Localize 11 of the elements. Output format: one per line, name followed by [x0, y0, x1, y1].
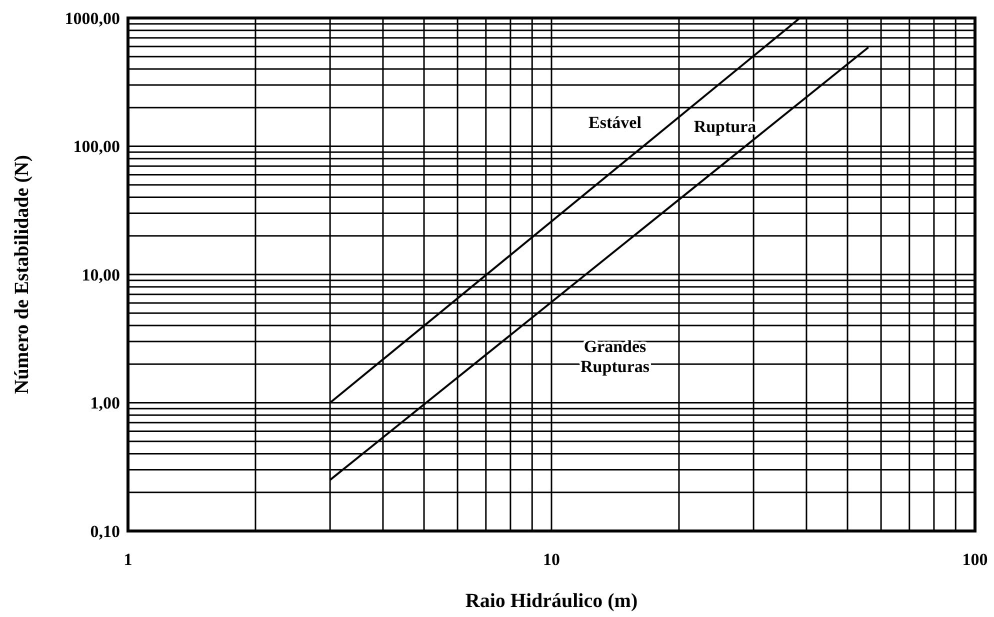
y-axis-title: Número de Estabilidade (N)	[11, 154, 33, 394]
x-tick-label: 100	[962, 550, 988, 569]
y-tick-label: 1,00	[90, 394, 120, 413]
annotation: Estável	[588, 113, 642, 132]
y-tick-label: 1000,00	[64, 8, 120, 28]
y-tick-label: 100,00	[73, 137, 120, 156]
x-tick-label: 1	[124, 550, 132, 569]
x-tick-label: 10	[543, 550, 560, 569]
y-tick-label: 0,10	[90, 522, 120, 541]
x-axis-title: Raio Hidráulico (m)	[465, 590, 638, 612]
y-tick-label: 10,00	[82, 265, 120, 284]
